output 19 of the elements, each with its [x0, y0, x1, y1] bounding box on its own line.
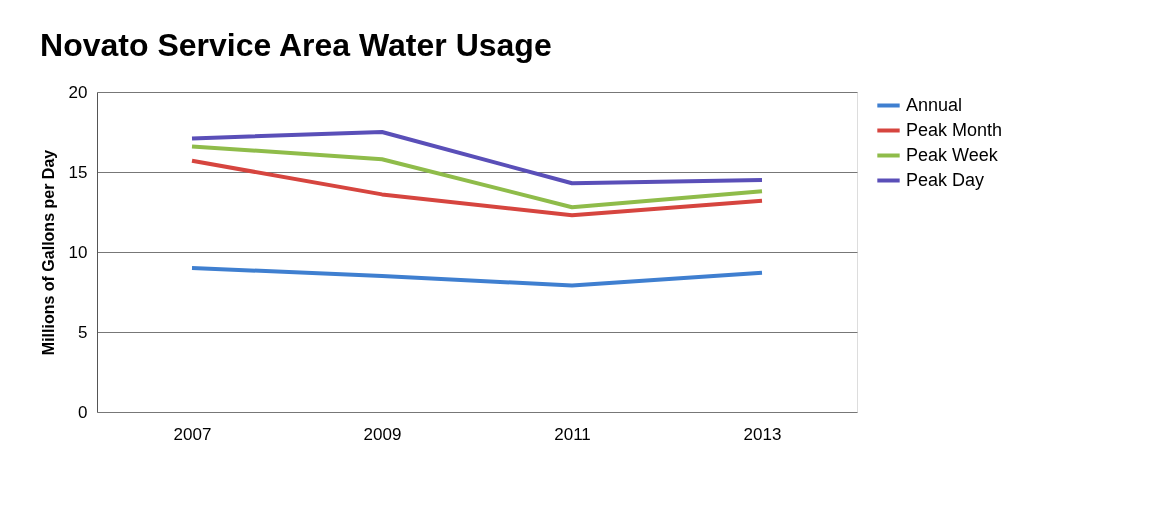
line-series	[190, 158, 764, 218]
x-tick-label: 2007	[173, 424, 212, 444]
legend-label: Peak Month	[906, 119, 1003, 140]
line-series	[190, 130, 764, 186]
legend-label: Peak Day	[906, 169, 985, 190]
line-series	[190, 266, 764, 288]
line-series	[190, 144, 764, 210]
chart-title: Novato Service Area Water Usage	[40, 27, 552, 63]
legend-label: Annual	[906, 94, 963, 115]
y-tick-label: 10	[68, 242, 88, 262]
legend-label: Peak Week	[906, 144, 999, 165]
y-tick-label: 0	[78, 402, 88, 422]
y-tick-label: 5	[78, 322, 88, 342]
y-tick-label: 20	[68, 82, 88, 102]
x-tick-label: 2013	[743, 424, 782, 444]
y-axis-title: Millions of Gallons per Day	[39, 149, 57, 356]
x-tick-label: 2009	[363, 424, 402, 444]
y-tick-label: 15	[68, 162, 88, 182]
x-tick-label: 2011	[554, 424, 591, 444]
